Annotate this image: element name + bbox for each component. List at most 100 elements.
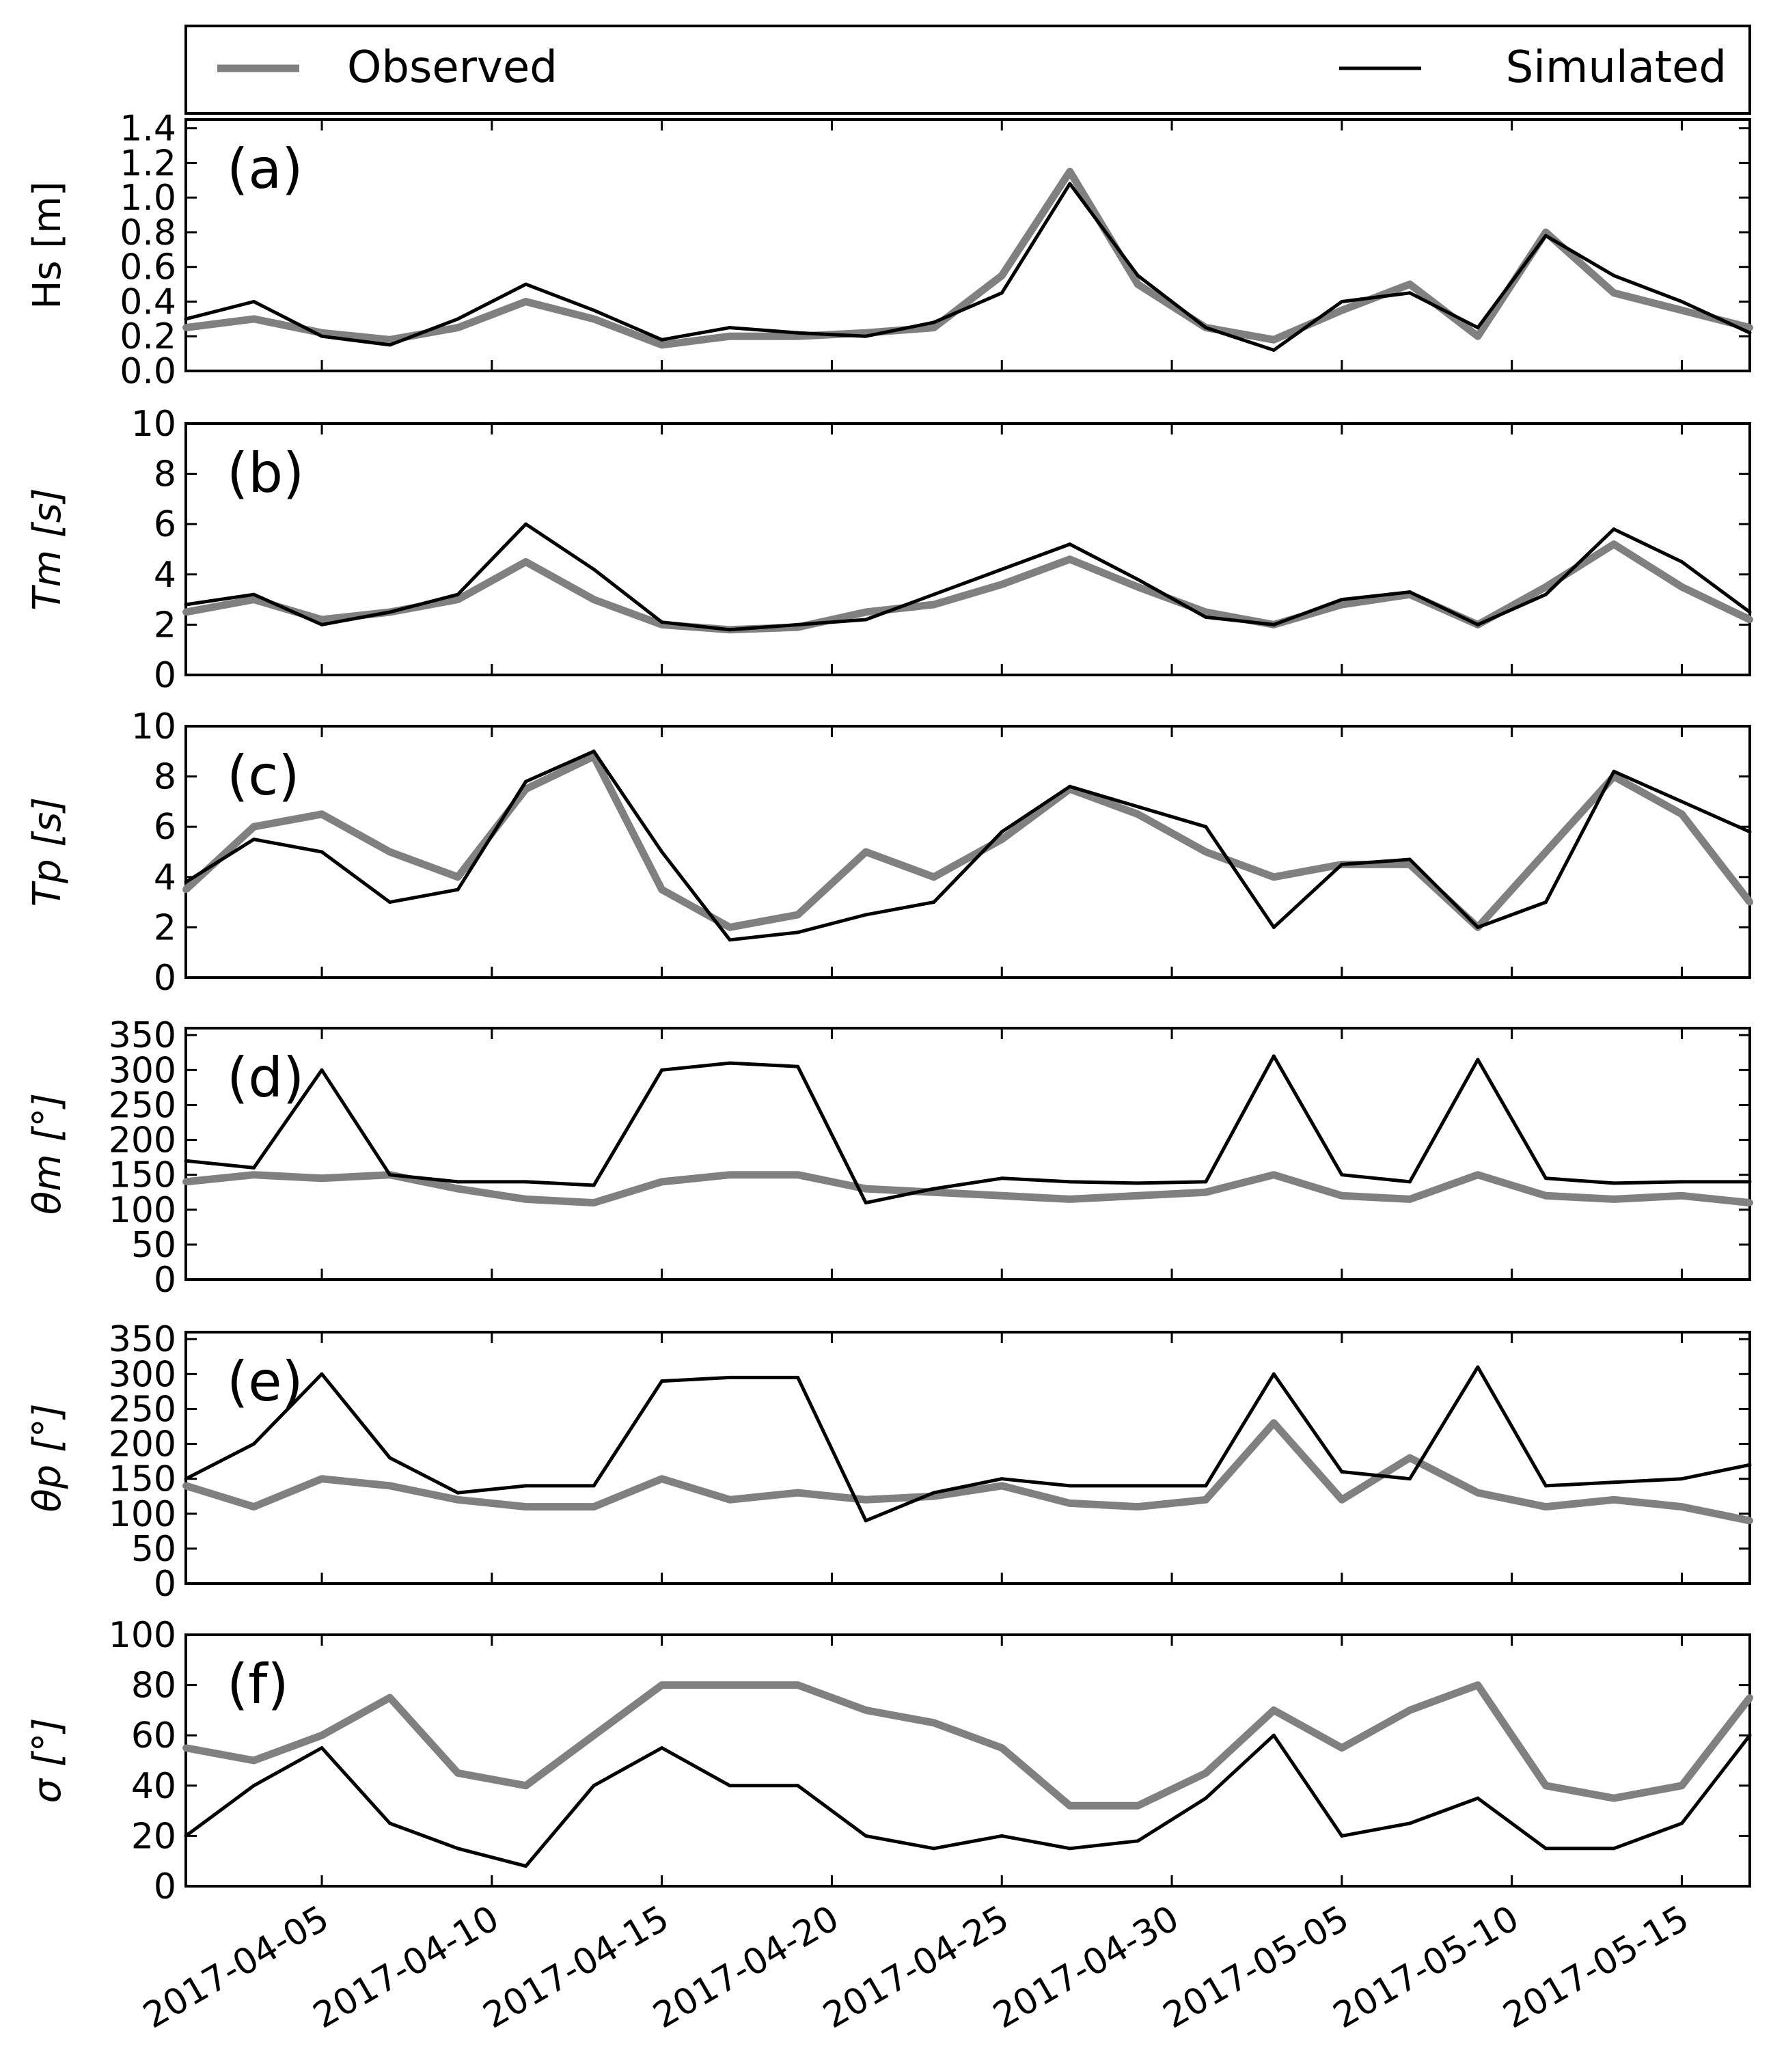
data-point-observed xyxy=(386,1694,394,1701)
data-point-observed xyxy=(998,1192,1006,1200)
data-point-observed xyxy=(726,1496,734,1504)
data-point-simulated xyxy=(592,308,596,312)
data-point-simulated xyxy=(864,618,868,622)
data-point-simulated xyxy=(184,603,188,607)
data-point-simulated xyxy=(932,1491,936,1495)
data-point-simulated xyxy=(1476,622,1480,626)
data-point-simulated xyxy=(1408,590,1412,594)
data-point-simulated xyxy=(1408,1180,1412,1184)
data-point-observed xyxy=(998,1744,1006,1752)
data-point-observed xyxy=(930,1719,937,1726)
data-point-observed xyxy=(454,596,462,603)
data-point-simulated xyxy=(1272,1733,1276,1737)
data-point-observed xyxy=(1542,848,1550,855)
data-point-simulated xyxy=(1748,1733,1752,1737)
series-observed-line xyxy=(185,1171,1751,1207)
y-tick-label: 0.6 xyxy=(120,247,176,288)
data-point-simulated xyxy=(1000,1477,1004,1481)
data-point-simulated xyxy=(184,317,188,321)
data-point-simulated xyxy=(660,1746,664,1750)
data-point-simulated xyxy=(1543,592,1548,596)
data-point-simulated xyxy=(456,1847,460,1851)
y-tick-label: 150 xyxy=(109,1155,176,1196)
data-point-simulated xyxy=(1000,1834,1004,1838)
data-point-simulated xyxy=(932,1847,936,1851)
data-point-simulated xyxy=(1612,1480,1616,1484)
y-tick-label: 8 xyxy=(154,757,176,798)
data-point-simulated xyxy=(1136,577,1140,581)
plot-frame xyxy=(184,1331,1751,1585)
data-point-observed xyxy=(1474,1171,1481,1178)
data-point-observed xyxy=(250,1757,258,1764)
y-tick-label: 100 xyxy=(109,1190,176,1231)
data-point-observed xyxy=(1610,1795,1617,1802)
data-point-observed xyxy=(590,596,598,603)
data-point-observed xyxy=(1678,1782,1686,1789)
data-point-simulated xyxy=(1204,1180,1208,1184)
data-point-observed xyxy=(930,873,937,881)
data-point-simulated xyxy=(1748,331,1752,335)
data-point-observed xyxy=(318,1732,326,1739)
data-point-simulated xyxy=(320,1372,324,1376)
y-axis-label: Tp [s] xyxy=(25,797,70,907)
data-point-simulated xyxy=(320,334,324,338)
panel-label: (f) xyxy=(227,1653,289,1716)
data-point-observed xyxy=(1474,1681,1481,1689)
y-tick-label: 10 xyxy=(131,404,176,445)
y-tick-label: 250 xyxy=(109,1085,176,1126)
data-point-simulated xyxy=(660,337,664,342)
data-point-simulated xyxy=(864,1519,868,1523)
data-point-observed xyxy=(590,1732,598,1739)
data-point-observed xyxy=(182,324,189,331)
data-point-simulated xyxy=(252,1165,256,1170)
data-point-observed xyxy=(1270,1419,1278,1426)
data-point-simulated xyxy=(864,1201,868,1205)
data-point-simulated xyxy=(1272,348,1276,353)
data-point-observed xyxy=(182,609,189,616)
data-point-simulated xyxy=(1748,830,1752,834)
data-point-observed xyxy=(1134,1192,1142,1200)
data-point-simulated xyxy=(1408,857,1412,861)
data-point-simulated xyxy=(728,628,732,632)
data-point-observed xyxy=(1338,1496,1345,1504)
data-point-observed xyxy=(1542,1782,1550,1789)
data-point-simulated xyxy=(1543,234,1548,238)
data-point-simulated xyxy=(796,331,800,335)
data-point-observed xyxy=(386,336,394,344)
data-point-observed xyxy=(862,1496,870,1504)
data-point-observed xyxy=(1678,583,1686,591)
y-tick-label: 40 xyxy=(131,1766,176,1807)
data-point-simulated xyxy=(728,938,732,942)
data-point-simulated xyxy=(1408,291,1412,295)
y-tick-label: 0 xyxy=(154,958,176,999)
y-tick-label: 350 xyxy=(109,1319,176,1360)
y-tick-label: 0.2 xyxy=(120,316,176,357)
y-tick-label: 0.8 xyxy=(120,212,176,253)
y-tick-label: 0 xyxy=(154,1260,176,1301)
panels: 0.00.20.40.60.81.01.21.4 (a) Hs [m] 0 2 4 6 8 10… xyxy=(25,109,1753,1907)
data-point-simulated xyxy=(252,1784,256,1788)
data-point-simulated xyxy=(1612,273,1616,277)
data-point-simulated xyxy=(388,1821,392,1825)
y-tick-label: 0.0 xyxy=(120,351,176,392)
data-point-simulated xyxy=(1068,1847,1072,1851)
data-point-simulated xyxy=(456,592,460,596)
panel-label: (c) xyxy=(227,744,299,807)
data-point-simulated xyxy=(1136,1839,1140,1843)
data-point-observed xyxy=(1202,1769,1209,1777)
data-point-simulated xyxy=(592,1784,596,1788)
data-point-simulated xyxy=(388,900,392,904)
data-point-observed xyxy=(726,333,734,340)
data-point-observed xyxy=(1406,1454,1414,1461)
data-point-observed xyxy=(182,1178,189,1185)
y-tick-label: 6 xyxy=(154,504,176,545)
series-simulated-line xyxy=(184,749,1751,942)
data-point-observed xyxy=(658,886,665,894)
data-point-simulated xyxy=(1748,610,1752,614)
data-point-observed xyxy=(1406,281,1414,288)
data-point-observed xyxy=(1338,1744,1345,1752)
data-point-observed xyxy=(1678,810,1686,818)
data-point-observed xyxy=(726,924,734,931)
data-point-simulated xyxy=(1408,1821,1412,1825)
data-point-simulated xyxy=(388,343,392,347)
